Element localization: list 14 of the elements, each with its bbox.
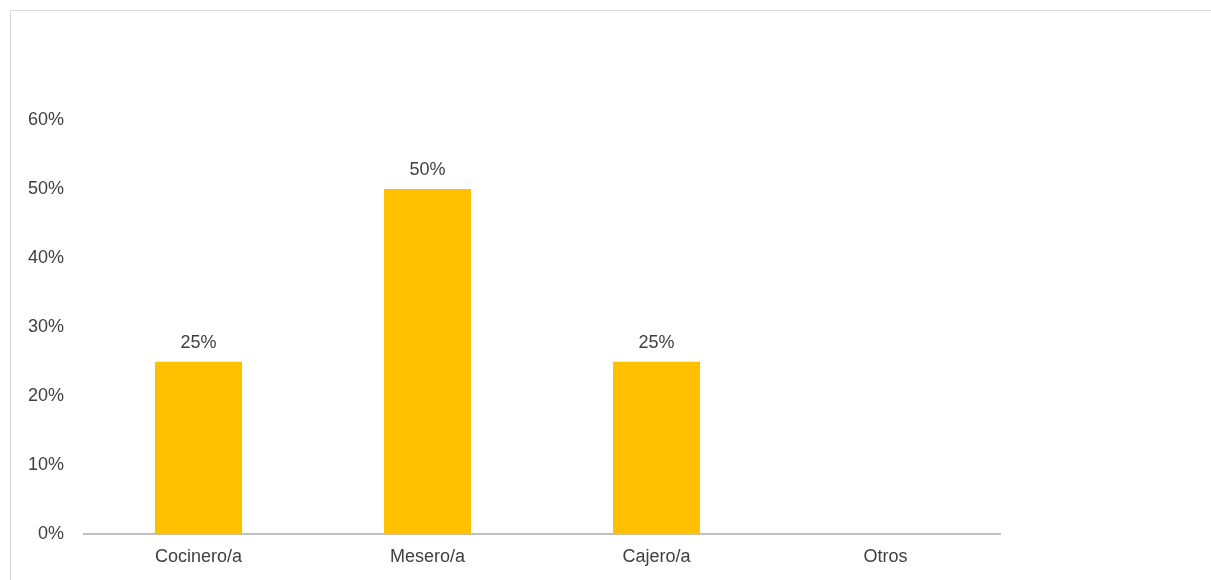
y-tick-label: 50%: [28, 178, 65, 199]
y-tick-label: 10%: [28, 454, 65, 475]
data-label: 25%: [638, 331, 675, 352]
y-tick-label: 40%: [28, 247, 65, 268]
x-tick-label: Otros: [863, 546, 908, 567]
y-tick-label: 0%: [38, 523, 65, 544]
x-tick-label: Mesero/a: [389, 546, 467, 567]
x-tick-label: Cocinero/a: [155, 546, 244, 567]
y-tick-label: 30%: [28, 316, 65, 337]
data-label: 50%: [409, 159, 446, 180]
data-label: 25%: [180, 331, 217, 352]
y-tick-label: 20%: [28, 385, 65, 406]
x-tick-label: Cajero/a: [622, 546, 692, 567]
y-tick-label: 60%: [28, 108, 65, 129]
